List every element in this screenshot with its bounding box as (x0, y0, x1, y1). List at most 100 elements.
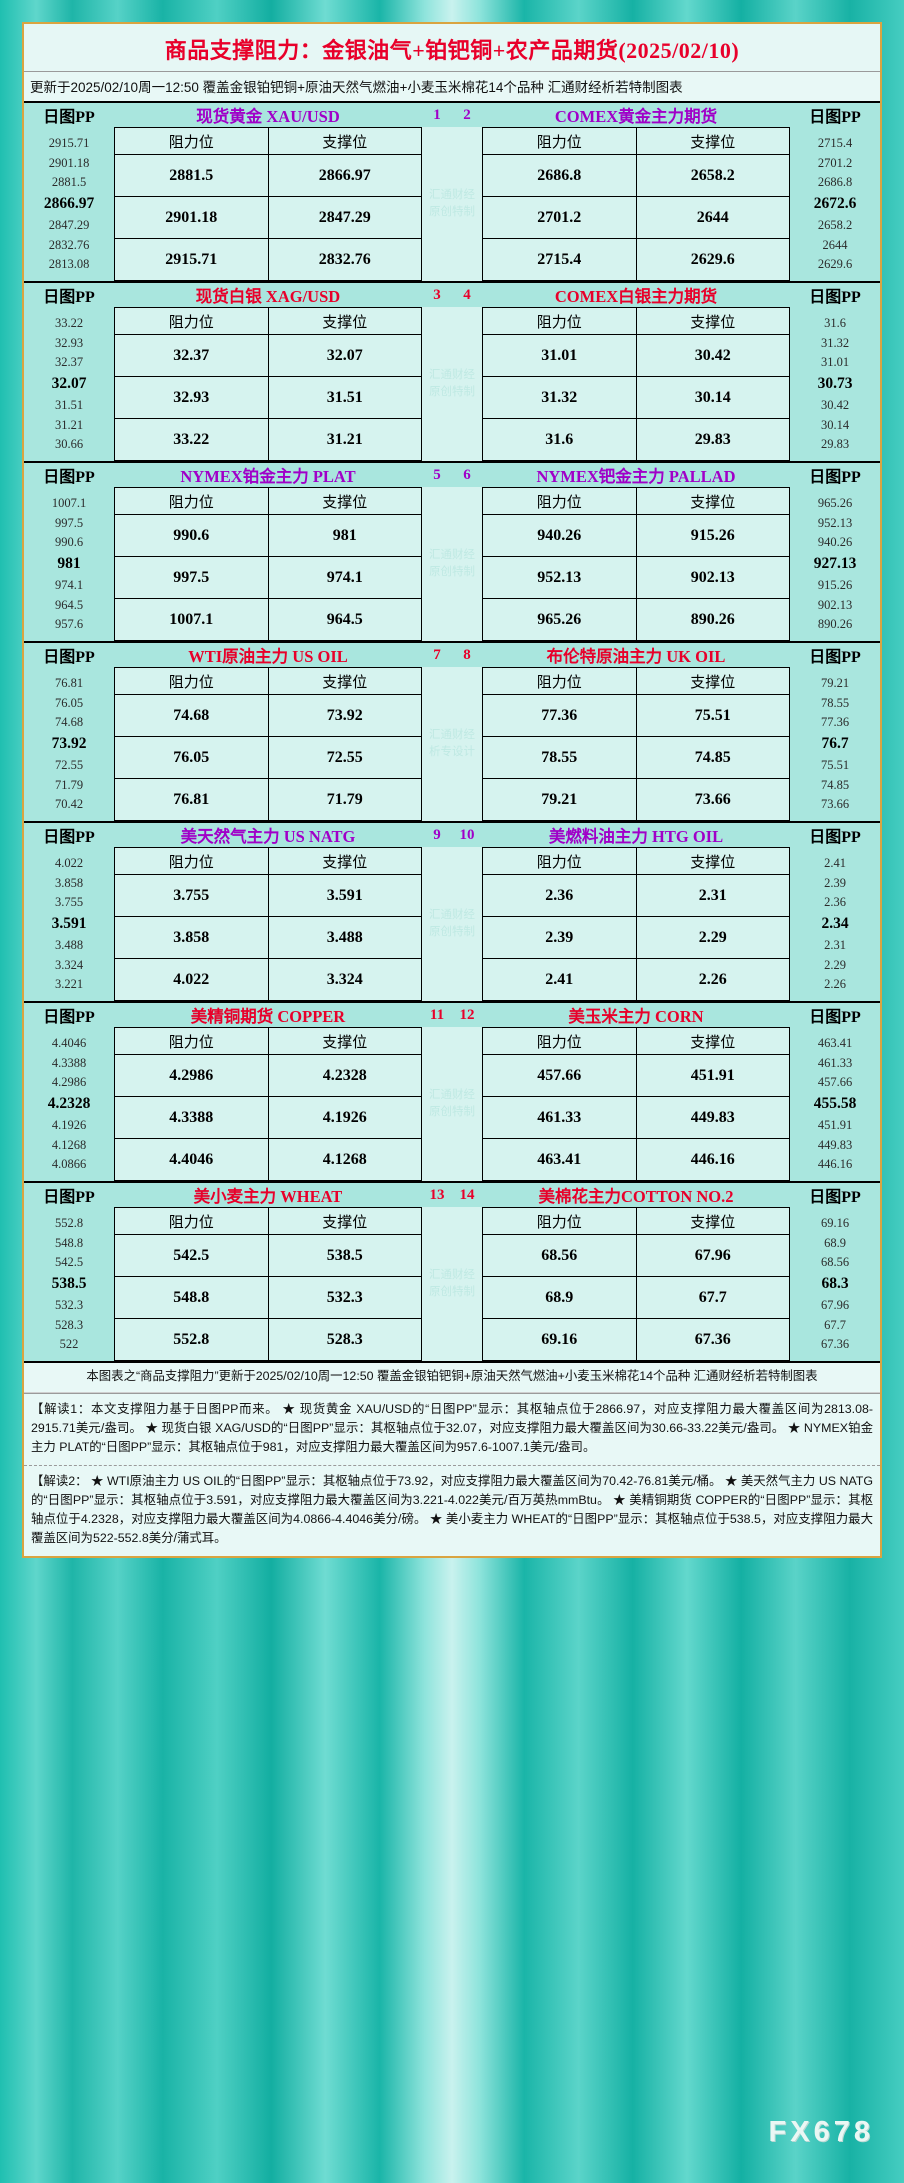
pp-level: 67.7 (824, 1317, 846, 1332)
pp-level: 31.6 (824, 316, 846, 331)
resistance-value: 2915.71 (114, 238, 269, 281)
levels-table-cell: 阻力位 支撑位 2.36 2.31 2.39 2.29 2.41 2.26 (482, 847, 790, 1001)
pp-level: 78.55 (820, 695, 850, 710)
resistance-value: 3.858 (114, 916, 269, 959)
pp-level: 74.68 (54, 715, 84, 730)
resistance-value: 2686.8 (482, 154, 637, 197)
block-body-row: 552.8 548.8 542.5 538.5 532.3 528.3 522 阻力位 支撑… (24, 1207, 880, 1361)
table-row: 2.36 2.31 (482, 874, 790, 917)
instrument-name-right: 布伦特原油主力 UK OIL (482, 643, 790, 667)
table-row: 990.6 981 (114, 514, 422, 557)
pp-level: 542.5 (54, 1255, 84, 1270)
pp-label-left: 日图PP (24, 1183, 114, 1207)
instrument-index-right: 10 (452, 823, 482, 847)
pp-level: 69.16 (820, 1216, 850, 1231)
table-row: 2915.71 2832.76 (114, 238, 422, 281)
levels-table: 阻力位 支撑位 990.6 981 997.5 974.1 1007.1 964… (114, 487, 422, 641)
pp-level: 76.05 (54, 695, 84, 710)
pp-level: 974.1 (54, 578, 84, 593)
resistance-value: 3.755 (114, 874, 269, 917)
pp-level: 67.36 (820, 1337, 850, 1352)
pp-level: 2644 (822, 237, 848, 252)
resistance-value: 2.39 (482, 916, 637, 959)
pp-label-right: 日图PP (790, 643, 880, 667)
col-header-resistance: 阻力位 (482, 127, 637, 155)
support-value: 75.51 (635, 694, 790, 737)
pp-level: 2672.6 (813, 195, 857, 213)
support-value: 67.36 (635, 1318, 790, 1361)
instrument-name-right: NYMEX钯金主力 PALLAD (482, 463, 790, 487)
support-value: 72.55 (267, 736, 422, 779)
support-value: 2644 (635, 196, 790, 239)
col-header-support: 支撑位 (267, 667, 422, 695)
pp-level: 74.85 (820, 777, 850, 792)
instrument-block: 日图PP 现货白银 XAG/USD 3 4 COMEX白银主力期货 日图PP 3… (24, 283, 880, 463)
page-subtitle: 更新于2025/02/10周一12:50 覆盖金银铂钯铜+原油天然气燃油+小麦玉… (24, 72, 880, 103)
instrument-name-right: COMEX白银主力期货 (482, 283, 790, 307)
pp-level: 4.4046 (51, 1036, 87, 1051)
table-row: 2.39 2.29 (482, 916, 790, 959)
pp-level: 4.1926 (51, 1118, 87, 1133)
table-row: 31.01 30.42 (482, 334, 790, 377)
support-value: 528.3 (267, 1318, 422, 1361)
pp-ladder: 552.8 548.8 542.5 538.5 532.3 528.3 522 (24, 1207, 114, 1361)
levels-table-cell: 阻力位 支撑位 990.6 981 997.5 974.1 1007.1 964… (114, 487, 422, 641)
levels-table: 阻力位 支撑位 542.5 538.5 548.8 532.3 552.8 52… (114, 1207, 422, 1361)
pp-level: 71.79 (54, 777, 84, 792)
pp-level: 4.2328 (47, 1095, 91, 1113)
col-header-support: 支撑位 (267, 487, 422, 515)
pp-level: 2715.4 (817, 136, 853, 151)
instrument-name-left: 美精铜期货 COPPER (114, 1003, 422, 1027)
resistance-value: 2701.2 (482, 196, 637, 239)
pp-level: 31.51 (54, 398, 84, 413)
pp-level: 31.01 (820, 355, 850, 370)
levels-table: 阻力位 支撑位 940.26 915.26 952.13 902.13 965.… (482, 487, 790, 641)
resistance-value: 2901.18 (114, 196, 269, 239)
col-header-support: 支撑位 (635, 1027, 790, 1055)
pp-level: 2629.6 (817, 257, 853, 272)
pp-level: 32.37 (54, 355, 84, 370)
col-header-resistance: 阻力位 (114, 847, 269, 875)
pp-label-right: 日图PP (790, 823, 880, 847)
col-header-support: 支撑位 (267, 847, 422, 875)
resistance-value: 76.05 (114, 736, 269, 779)
support-value: 4.1926 (267, 1096, 422, 1139)
instrument-index-left: 3 (422, 283, 452, 307)
resistance-value: 2881.5 (114, 154, 269, 197)
resistance-value: 461.33 (482, 1096, 637, 1139)
pp-level: 29.83 (820, 437, 850, 452)
pp-label-right: 日图PP (790, 463, 880, 487)
pp-level: 2.26 (824, 977, 846, 992)
pp-level: 4.3388 (51, 1055, 87, 1070)
pp-level: 532.3 (54, 1298, 84, 1313)
pp-level: 70.42 (54, 797, 84, 812)
pp-ladder: 463.41 461.33 457.66 455.58 451.91 449.83 446.… (790, 1027, 880, 1181)
pp-level: 890.26 (817, 617, 853, 632)
pp-ladder: 1007.1 997.5 990.6 981 974.1 964.5 957.6 (24, 487, 114, 641)
center-watermark: 汇通财经 原创特制 (422, 487, 482, 641)
levels-table: 阻力位 支撑位 31.01 30.42 31.32 30.14 31.6 29.… (482, 307, 790, 461)
table-header-row: 阻力位 支撑位 (114, 127, 422, 155)
pp-level: 528.3 (54, 1317, 84, 1332)
resistance-value: 952.13 (482, 556, 637, 599)
pp-level: 76.81 (54, 676, 84, 691)
resistance-value: 32.93 (114, 376, 269, 419)
pp-ladder: 79.21 78.55 77.36 76.7 75.51 74.85 73.66 (790, 667, 880, 821)
col-header-support: 支撑位 (635, 1207, 790, 1235)
block-body-row: 2915.71 2901.18 2881.5 2866.97 2847.29 2832.7… (24, 127, 880, 281)
levels-table: 阻力位 支撑位 457.66 451.91 461.33 449.83 463.… (482, 1027, 790, 1181)
support-value: 2.31 (635, 874, 790, 917)
pp-level: 4.1268 (51, 1137, 87, 1152)
table-row: 4.4046 4.1268 (114, 1138, 422, 1181)
pp-level: 73.92 (51, 735, 87, 753)
resistance-value: 77.36 (482, 694, 637, 737)
levels-table: 阻力位 支撑位 2881.5 2866.97 2901.18 2847.29 2… (114, 127, 422, 281)
pp-level: 73.66 (820, 797, 850, 812)
pp-label-left: 日图PP (24, 1003, 114, 1027)
levels-table-cell: 阻力位 支撑位 2686.8 2658.2 2701.2 2644 2715.4… (482, 127, 790, 281)
table-row: 32.37 32.07 (114, 334, 422, 377)
pp-ladder: 2915.71 2901.18 2881.5 2866.97 2847.29 2832.7… (24, 127, 114, 281)
pp-level: 68.3 (821, 1275, 849, 1293)
table-row: 542.5 538.5 (114, 1234, 422, 1277)
support-value: 3.324 (267, 958, 422, 1001)
